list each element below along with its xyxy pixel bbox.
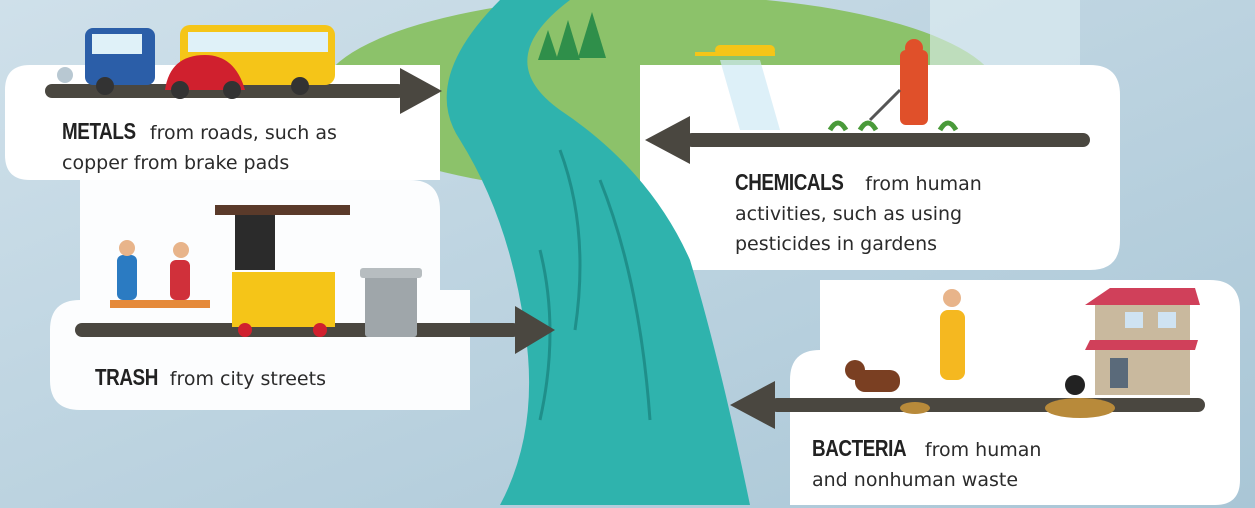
description: from city streets [170,368,326,390]
rain [930,0,1080,70]
page: METALS from roads, such as copper from b… [0,0,1255,508]
chemicals-label: CHEMICALS from human activities, such as… [735,167,1000,259]
keyword: METALS [62,116,136,146]
illustration [0,0,1255,508]
keyword: BACTERIA [812,433,906,463]
keyword: TRASH [95,362,158,392]
vehicles [57,25,335,99]
metals-label: METALS from roads, such as copper from b… [62,116,372,178]
trash-label: TRASH from city streets [95,362,415,394]
keyword: CHEMICALS [735,167,843,197]
bacteria-label: BACTERIA from human and nonhuman waste [812,433,1062,495]
